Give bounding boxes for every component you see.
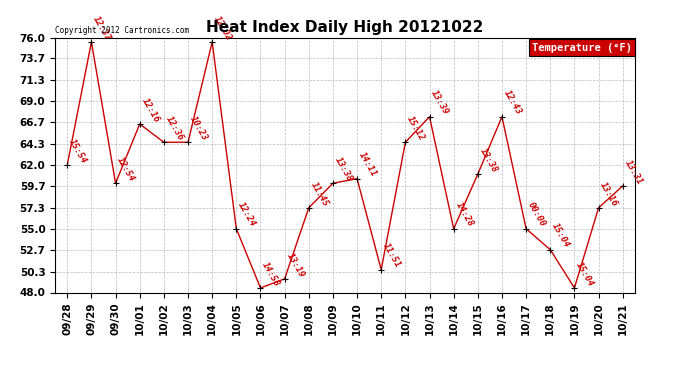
- Text: 15:12: 15:12: [406, 114, 426, 142]
- Text: 14:58: 14:58: [261, 260, 282, 288]
- Text: 15:04: 15:04: [574, 260, 595, 288]
- Text: 13:16: 13:16: [598, 180, 620, 208]
- Text: 13:31: 13:31: [622, 158, 644, 186]
- Text: 11:51: 11:51: [381, 242, 402, 270]
- Text: 13:39: 13:39: [429, 89, 451, 117]
- Text: 12:16: 12:16: [139, 96, 161, 124]
- Text: 15:54: 15:54: [68, 137, 88, 165]
- Text: 12:54: 12:54: [116, 156, 137, 183]
- Text: 00:00: 00:00: [526, 201, 547, 229]
- Text: 12:37: 12:37: [91, 14, 112, 42]
- Text: 14:11: 14:11: [357, 151, 378, 178]
- Text: 13:19: 13:19: [284, 251, 306, 279]
- Text: 11:45: 11:45: [308, 180, 330, 208]
- Text: Temperature (°F): Temperature (°F): [532, 43, 632, 52]
- Text: 13:38: 13:38: [333, 156, 354, 183]
- Text: Copyright 2012 Cartronics.com: Copyright 2012 Cartronics.com: [55, 26, 189, 35]
- Text: 12:36: 12:36: [164, 114, 185, 142]
- Text: 12:43: 12:43: [502, 89, 523, 117]
- Text: 13:38: 13:38: [477, 146, 499, 174]
- Title: Heat Index Daily High 20121022: Heat Index Daily High 20121022: [206, 20, 484, 35]
- Text: 14:28: 14:28: [454, 201, 475, 229]
- Text: 10:23: 10:23: [188, 114, 209, 142]
- Text: 15:04: 15:04: [551, 222, 571, 250]
- Text: 12:02: 12:02: [213, 14, 233, 42]
- Text: 12:24: 12:24: [236, 201, 257, 229]
